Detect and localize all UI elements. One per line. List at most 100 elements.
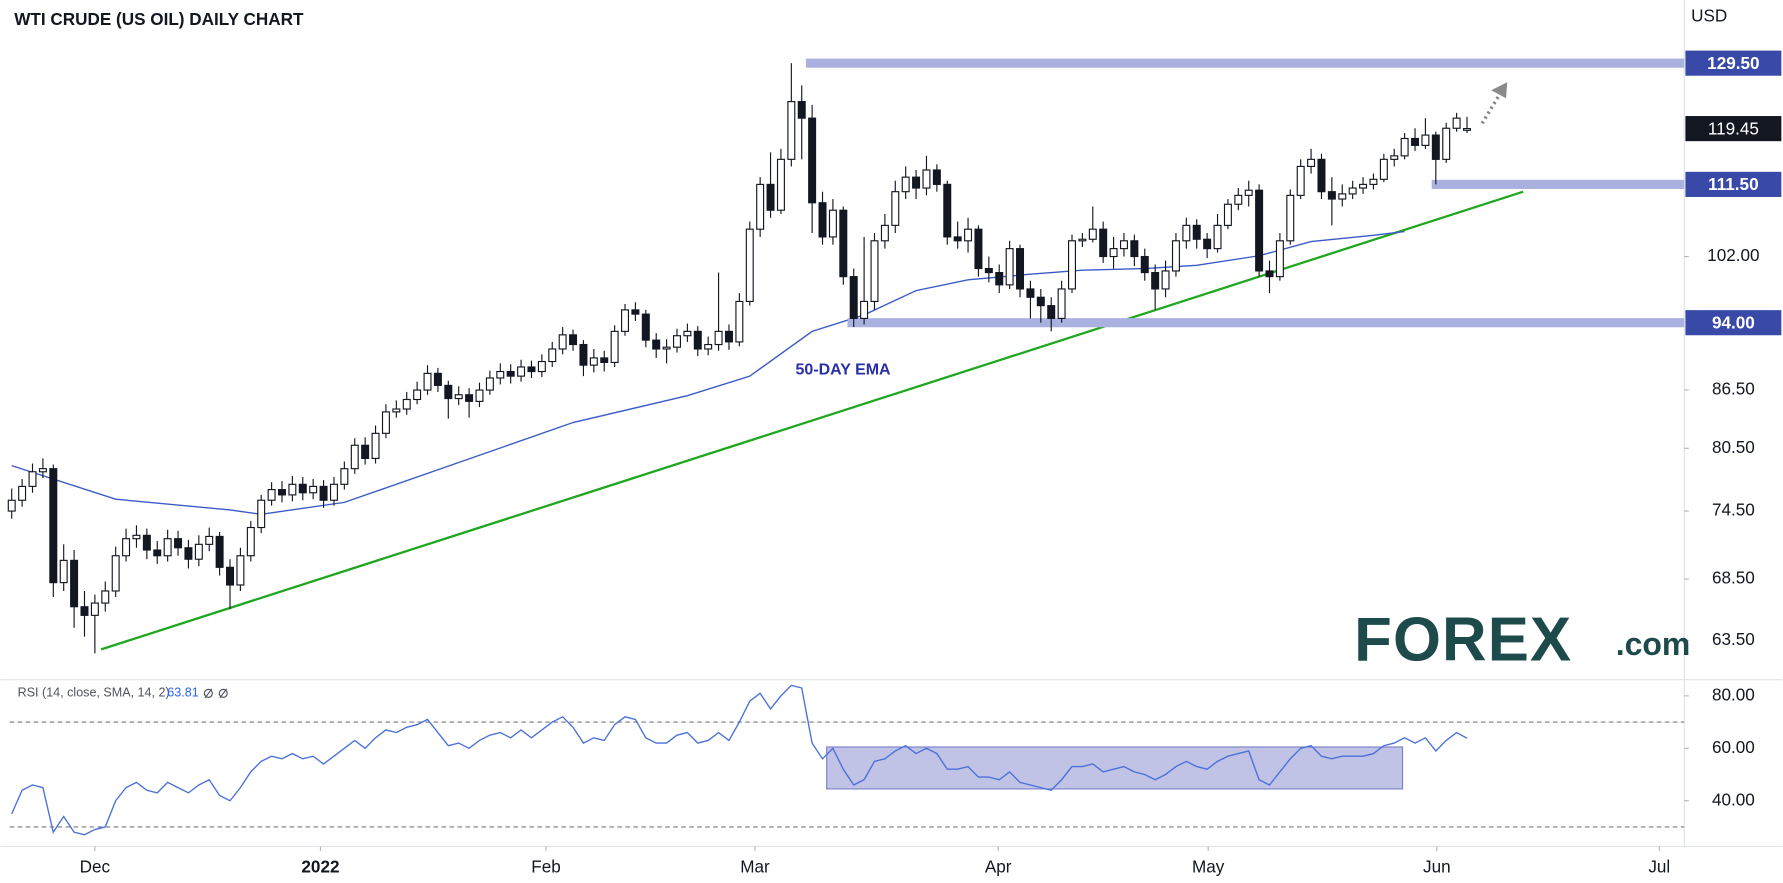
candle-body bbox=[683, 330, 692, 337]
candle-body bbox=[361, 444, 370, 459]
candle-body bbox=[1369, 178, 1378, 185]
x-tick-label: May bbox=[1192, 857, 1225, 877]
candle-body bbox=[1379, 158, 1388, 180]
candle-body bbox=[589, 357, 598, 366]
x-tick-label: Dec bbox=[80, 857, 111, 877]
level-band bbox=[847, 318, 1685, 328]
candle-body bbox=[38, 468, 47, 473]
candle-body bbox=[548, 348, 557, 363]
candle-body bbox=[922, 169, 931, 189]
candle-body bbox=[1057, 288, 1066, 319]
candle-body bbox=[766, 183, 775, 211]
candle-body bbox=[246, 526, 255, 557]
candle-body bbox=[745, 228, 754, 303]
candle-body bbox=[860, 300, 869, 319]
candle-body bbox=[257, 499, 266, 529]
candle-body bbox=[309, 485, 318, 494]
candle-body bbox=[776, 158, 785, 211]
candle-body bbox=[1400, 137, 1409, 157]
highlight-box bbox=[826, 746, 1404, 790]
candle-body bbox=[506, 370, 515, 377]
candle-body bbox=[122, 538, 131, 557]
x-tick-label: Feb bbox=[531, 857, 561, 877]
icon bbox=[218, 688, 228, 698]
level-band bbox=[1431, 179, 1685, 189]
candle-body bbox=[163, 538, 172, 557]
candle-body bbox=[1244, 189, 1253, 196]
candle-body bbox=[537, 360, 546, 373]
candle-body bbox=[153, 549, 162, 557]
candle-body bbox=[527, 366, 536, 373]
candle-body bbox=[787, 101, 796, 160]
candle-body bbox=[1203, 238, 1212, 250]
candle-body bbox=[1307, 158, 1316, 168]
icon bbox=[219, 688, 228, 699]
candle-body bbox=[267, 489, 276, 501]
candle-body bbox=[111, 555, 120, 592]
candle-body bbox=[1390, 155, 1399, 160]
candle-body bbox=[1223, 203, 1232, 226]
candle-body bbox=[818, 202, 827, 238]
candle-body bbox=[1026, 288, 1035, 298]
candle-body bbox=[226, 566, 235, 586]
candle-body bbox=[912, 176, 921, 189]
candle-body bbox=[70, 559, 79, 608]
rsi-pane: 40.00 60.00 80.00 bbox=[9, 684, 1755, 836]
candle-body bbox=[1078, 238, 1087, 242]
candle-body bbox=[1005, 248, 1014, 286]
candle-body bbox=[433, 372, 442, 386]
y-tick-label: 68.50 bbox=[1712, 568, 1755, 588]
level-label: 129.50 bbox=[1707, 53, 1759, 73]
candle-body bbox=[371, 432, 380, 459]
candle-body bbox=[724, 330, 733, 343]
candle-body bbox=[1255, 189, 1264, 272]
candle-body bbox=[454, 394, 463, 400]
candle-body bbox=[1099, 228, 1108, 258]
legend-icons bbox=[203, 688, 228, 699]
candle-body bbox=[1171, 240, 1180, 272]
candle-body bbox=[964, 228, 973, 242]
level-label: 111.50 bbox=[1708, 174, 1759, 194]
candle-body bbox=[1192, 224, 1201, 240]
candle-body bbox=[984, 267, 993, 274]
candle-body bbox=[381, 411, 390, 434]
candle-body bbox=[1140, 255, 1149, 274]
candle-body bbox=[340, 468, 349, 485]
candle-body bbox=[1327, 191, 1336, 200]
last-price-box bbox=[1685, 116, 1782, 142]
candle-body bbox=[1130, 240, 1139, 258]
candle-body bbox=[7, 499, 16, 512]
candle-body bbox=[392, 408, 401, 413]
icon bbox=[203, 688, 213, 698]
candle-body bbox=[600, 357, 609, 364]
candle-body bbox=[621, 309, 630, 332]
candle-body bbox=[1338, 193, 1347, 200]
candle-body bbox=[901, 176, 910, 193]
candle-body bbox=[1088, 228, 1097, 240]
level-label-box bbox=[1685, 310, 1782, 336]
y-tick-label: 80.50 bbox=[1712, 437, 1755, 457]
candle-body bbox=[1047, 305, 1056, 319]
y-tick-label: 80.00 bbox=[1712, 684, 1755, 704]
candle-body bbox=[1286, 194, 1295, 242]
rsi-legend: RSI (14, close, SMA, 14, 2) 63.81 bbox=[18, 686, 228, 700]
candle-body bbox=[974, 228, 983, 270]
candle-body bbox=[80, 606, 89, 616]
logo-text: FOREX bbox=[1354, 606, 1572, 675]
candle-body bbox=[1421, 134, 1430, 146]
rsi-line bbox=[11, 684, 1468, 836]
candle-body bbox=[870, 240, 879, 303]
candle-body bbox=[1442, 127, 1451, 160]
candle-body bbox=[579, 343, 588, 366]
x-tick-label: Apr bbox=[985, 857, 1012, 877]
candle-body bbox=[756, 183, 765, 230]
candle-body bbox=[496, 370, 505, 379]
arrow-line bbox=[1480, 90, 1503, 125]
candle-body bbox=[1213, 224, 1222, 250]
candle-body bbox=[132, 534, 141, 540]
candle-body bbox=[1109, 248, 1118, 258]
candle-body bbox=[839, 209, 848, 278]
candle-body bbox=[1296, 165, 1305, 196]
candle-body bbox=[610, 330, 619, 364]
